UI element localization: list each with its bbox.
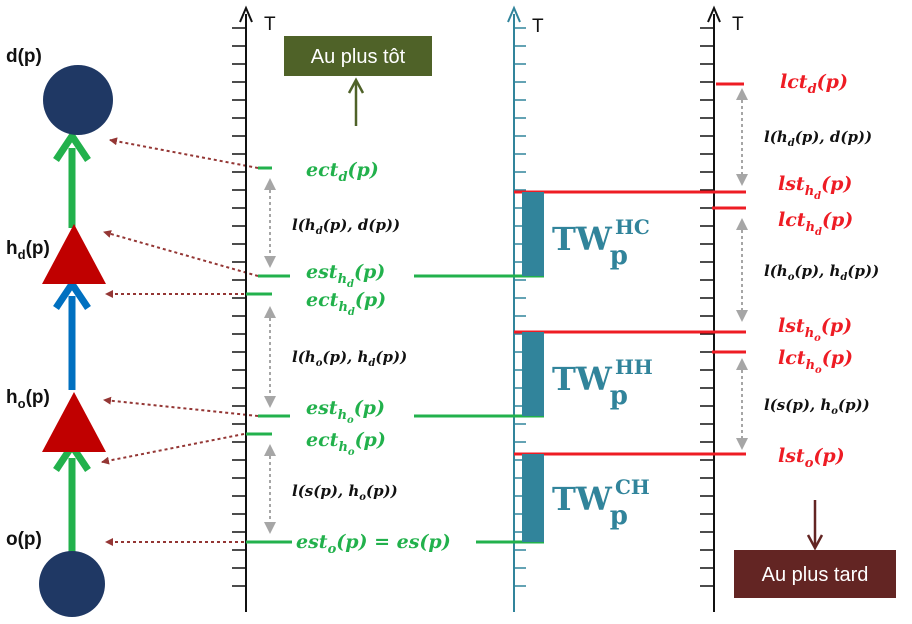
duration-hd-d-left: l(hd(p), d(p)) [292,216,400,237]
node-ho-triangle [42,392,106,452]
label-ect-ho: ectho(p) [306,429,386,458]
node-d-label: d(p) [6,46,42,67]
label-est-o: esto(p) = es(p) [296,531,451,557]
time-axis-window [507,5,526,612]
label-est-ho: estho(p) [306,397,385,426]
label-lst-ho: lstho(p) [778,315,852,344]
duration-arrow-heads [264,88,748,534]
latest-markers [514,82,746,456]
connector-est-ho [103,396,259,417]
earliest-box-label: Au plus tôt [311,46,406,68]
window-hc-bar [522,192,544,276]
label-ect-d: ectd(p) [306,159,379,185]
node-d-circle [43,65,113,135]
node-hd-triangle [42,224,106,284]
latest-box-label: Au plus tard [762,564,869,586]
label-lct-ho: lctho(p) [778,347,853,376]
earliest-box [284,36,432,76]
latest-box [734,550,896,598]
connector-ect-ho [101,433,245,465]
node-ho-label: ho(p) [6,387,50,411]
node-o-label: o(p) [6,529,42,550]
duration-ho-hd-left: l(ho(p), hd(p)) [292,348,407,369]
process-chain: d(p) hd(p) ho(p) o(p) [6,46,113,617]
axis-label-earliest: T [264,14,276,35]
duration-arrows [269,94,743,528]
node-hd-label: hd(p) [6,238,50,262]
axis-arrow-head [507,5,521,23]
duration-s-ho-left: l(s(p), ho(p)) [292,482,398,503]
window-hh-label: TWpHH [552,355,653,411]
window-hc-label: TWpHC [552,215,650,271]
window-hh-bar [522,332,544,416]
label-lst-o: lsto(p) [778,445,845,471]
duration-s-ho-right: l(s(p), ho(p)) [764,396,870,417]
label-lct-d: lctd(p) [780,71,848,97]
label-est-hd: esthd(p) [306,261,385,290]
time-axis-earliest [232,5,253,612]
window-ch-bar [522,454,544,542]
earliest-up-arrow-head [347,77,365,94]
arrow-head-hd-d [53,129,91,162]
label-ect-hd: ecthd(p) [306,289,386,318]
axis-arrow-head [707,5,721,23]
connectors [101,137,259,546]
axis-label-latest: T [732,14,744,35]
duration-ho-hd-right: l(ho(p), hd(p)) [764,262,879,283]
label-lst-hd: lsthd(p) [778,173,852,202]
connector-ect-d [109,137,259,169]
label-lct-hd: lcthd(p) [778,209,853,238]
window-ch-label: TWpCH [552,475,650,531]
connector-est-hd [103,230,259,277]
duration-hd-d-right: l(hd(p), d(p)) [764,128,872,149]
axis-arrow-head [239,5,253,23]
latest-down-arrow-head [806,534,824,551]
time-axis-latest [700,5,721,612]
node-o-circle [39,551,105,617]
axis-label-window: T [532,16,544,37]
